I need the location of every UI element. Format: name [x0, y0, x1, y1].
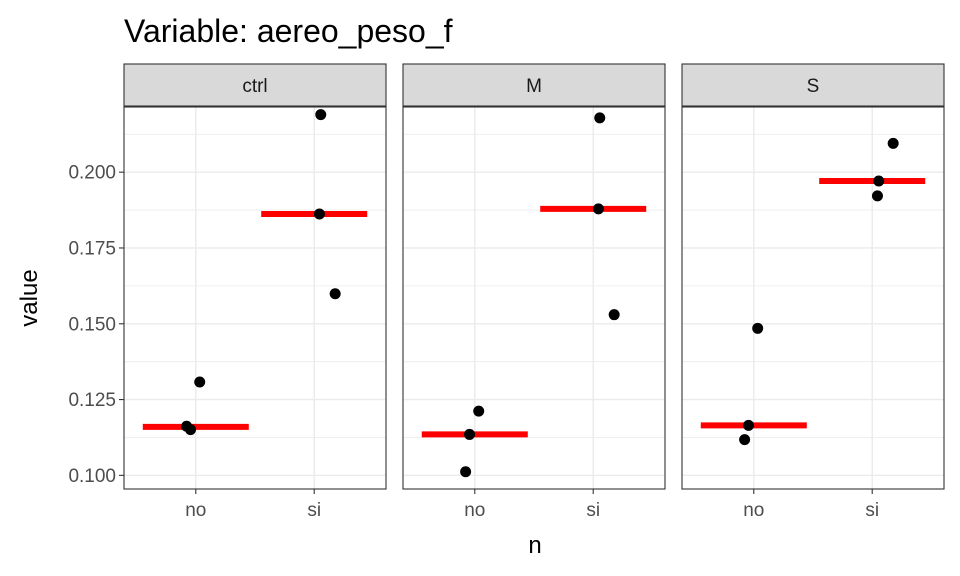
x-tick-label: no	[464, 500, 485, 521]
facet-panel-ctrl: ctrl no si	[123, 63, 387, 521]
y-tick-label: 0.175	[68, 238, 116, 259]
data-point	[329, 288, 341, 300]
chart-title: Variable: aereo_peso_f	[124, 13, 453, 49]
panel-border	[123, 106, 387, 490]
plot-background	[403, 107, 665, 489]
y-tick-label: 0.100	[68, 466, 116, 487]
x-tick-label: si	[586, 500, 600, 521]
facet-strip	[681, 63, 945, 107]
x-axis-title: n	[528, 532, 541, 559]
data-point	[592, 203, 604, 215]
data-point	[594, 112, 606, 124]
data-point	[313, 208, 325, 220]
data-point	[185, 424, 197, 436]
data-point	[315, 109, 327, 121]
data-point	[887, 137, 899, 149]
plot-background	[124, 107, 386, 489]
data-point	[464, 428, 476, 440]
data-point	[752, 322, 764, 334]
y-axis-title: value	[16, 269, 43, 326]
facet-panel-M: Mno si	[402, 63, 666, 521]
x-tick-label: si	[307, 500, 321, 521]
data-point	[873, 175, 885, 187]
y-tick-label: 0.150	[68, 314, 116, 335]
x-tick-label: no	[185, 500, 206, 521]
facet-strip-label: S	[807, 76, 820, 97]
y-tick-label: 0.125	[68, 390, 116, 411]
facet-strip-label: M	[526, 76, 542, 97]
data-point	[743, 419, 755, 431]
data-point	[871, 190, 883, 202]
facet-panel-S: Sno si	[681, 63, 945, 521]
x-tick-label: si	[865, 500, 879, 521]
data-point	[194, 376, 206, 388]
data-point	[739, 434, 751, 446]
facet-strip	[402, 63, 666, 107]
facet-strip-label: ctrl	[242, 76, 267, 97]
panel-border	[681, 106, 945, 490]
data-point	[608, 309, 620, 321]
data-point	[460, 466, 472, 478]
x-tick-label: no	[743, 500, 764, 521]
facet-strip	[123, 63, 387, 107]
data-point	[473, 405, 485, 417]
y-tick-label: 0.200	[68, 163, 116, 184]
panel-border	[402, 106, 666, 490]
plot-background	[682, 107, 944, 489]
